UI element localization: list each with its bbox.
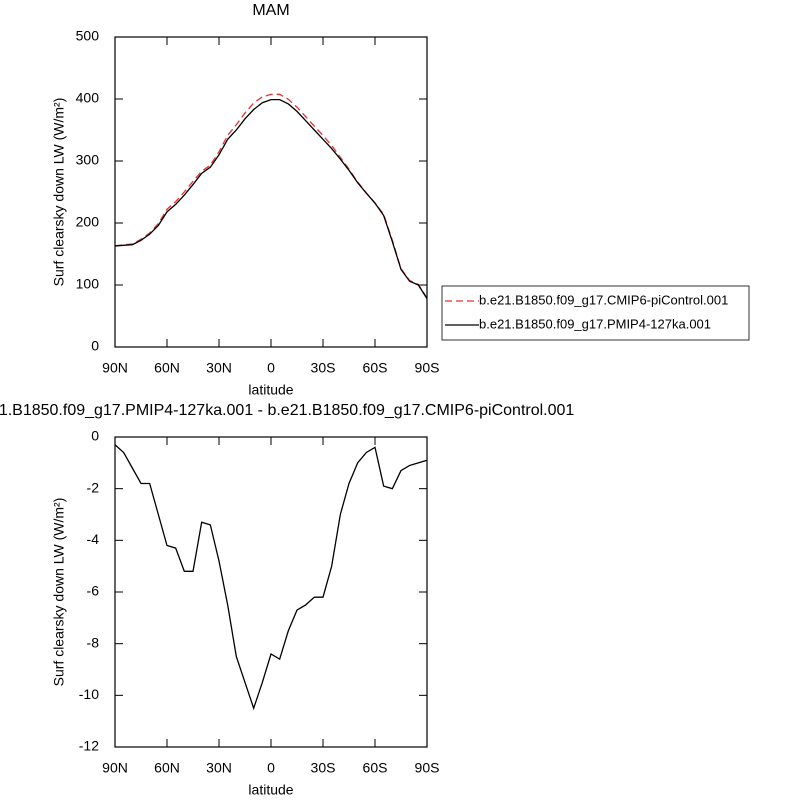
line [114, 93, 428, 299]
legend-box [441, 285, 750, 341]
y-axis-label: Surf clearsky down LW (W/m²) [51, 498, 67, 687]
x-tick-label: 90S [415, 760, 440, 776]
y-tick-label: 0 [91, 428, 99, 444]
y-tick-label: -8 [87, 634, 100, 650]
x-tick-label: 90N [102, 360, 128, 376]
x-tick-label: 30N [206, 760, 232, 776]
y-tick-label: 100 [76, 276, 100, 292]
x-tick-label: 60N [154, 360, 180, 376]
y-tick-label: 200 [76, 214, 100, 230]
chart-title: b.e21.B1850.f09_g17.PMIP4-127ka.001 - b.… [0, 402, 574, 419]
x-tick-label: 60N [154, 760, 180, 776]
x-axis-label: latitude [248, 782, 293, 798]
x-tick-label: 90N [102, 760, 128, 776]
x-tick-label: 60S [363, 760, 388, 776]
y-tick-label: -10 [79, 686, 99, 702]
line [114, 444, 428, 711]
x-tick-label: 0 [267, 360, 275, 376]
line [114, 98, 428, 299]
x-tick-label: 60S [363, 360, 388, 376]
y-axis-label: Surf clearsky down LW (W/m²) [51, 98, 67, 287]
x-axis-label: latitude [248, 382, 293, 398]
y-tick-label: -2 [87, 479, 100, 495]
y-tick-label: 300 [76, 152, 100, 168]
x-tick-label: 30S [311, 360, 336, 376]
legend-label: b.e21.B1850.f09_g17.CMIP6-piControl.001 [479, 292, 728, 307]
plot-frame [114, 436, 428, 748]
x-tick-label: 30S [311, 760, 336, 776]
y-tick-label: 500 [76, 28, 100, 44]
y-tick-label: -4 [87, 531, 100, 547]
y-tick-label: -12 [79, 738, 99, 754]
x-tick-label: 0 [267, 760, 275, 776]
y-tick-label: 0 [91, 338, 99, 354]
x-tick-label: 90S [415, 360, 440, 376]
chart-title: MAM [252, 2, 289, 19]
y-tick-label: 400 [76, 90, 100, 106]
x-tick-label: 30N [206, 360, 232, 376]
legend-label: b.e21.B1850.f09_g17.PMIP4-127ka.001 [479, 316, 711, 331]
y-tick-label: -6 [87, 583, 100, 599]
plot-frame [114, 36, 428, 348]
